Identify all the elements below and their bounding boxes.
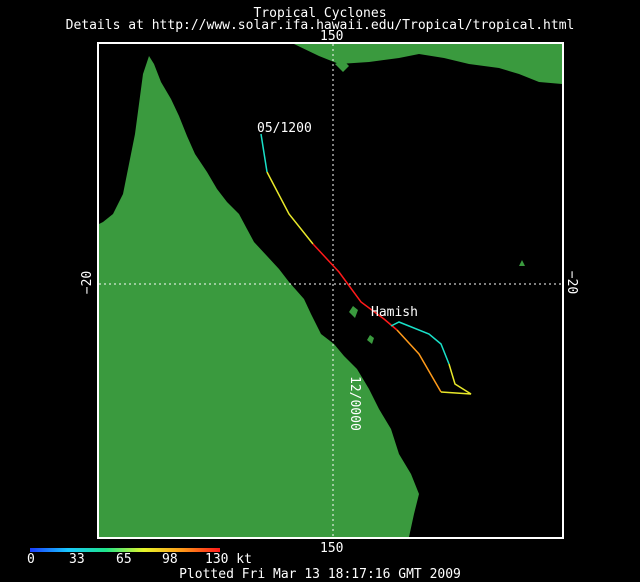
lat-label-left: −20 xyxy=(80,270,96,295)
legend-tick-4: 130 kt xyxy=(205,552,252,567)
cyclone-track xyxy=(260,133,472,395)
lon-label-bottom: 150 xyxy=(320,541,344,556)
island xyxy=(519,260,525,266)
legend-tick-1: 33 xyxy=(69,552,85,567)
track-segment-weak xyxy=(260,133,268,173)
legend-tick-3: 98 xyxy=(162,552,178,567)
map-canvas xyxy=(99,44,562,537)
australia-landmass xyxy=(99,56,419,537)
legend-tick-2: 65 xyxy=(116,552,132,567)
track-segment-orange xyxy=(396,329,442,393)
map-frame: 05/1200 Hamish 12/0000 xyxy=(97,42,564,539)
storm-name-label: Hamish xyxy=(371,305,418,320)
legend-tick-0: 0 xyxy=(27,552,35,567)
plotted-timestamp: Plotted Fri Mar 13 18:17:16 GMT 2009 xyxy=(179,567,461,582)
intensity-legend-bar xyxy=(30,548,220,552)
track-segment-moderate xyxy=(266,171,314,245)
track-segment-weak-end xyxy=(390,321,450,365)
lat-label-right: −20 xyxy=(564,270,580,295)
map-title: Tropical Cyclones xyxy=(253,6,387,21)
track-segment-strong xyxy=(312,243,398,331)
island xyxy=(349,306,358,318)
track-end-label: 12/0000 xyxy=(347,376,362,431)
track-segment-moderate-end xyxy=(440,363,472,395)
island xyxy=(367,335,374,344)
details-url: Details at http://www.solar.ifa.hawaii.e… xyxy=(65,18,575,33)
lon-label-top: 150 xyxy=(320,29,344,44)
track-start-label: 05/1200 xyxy=(257,121,312,136)
new-guinea-coast xyxy=(294,44,562,84)
